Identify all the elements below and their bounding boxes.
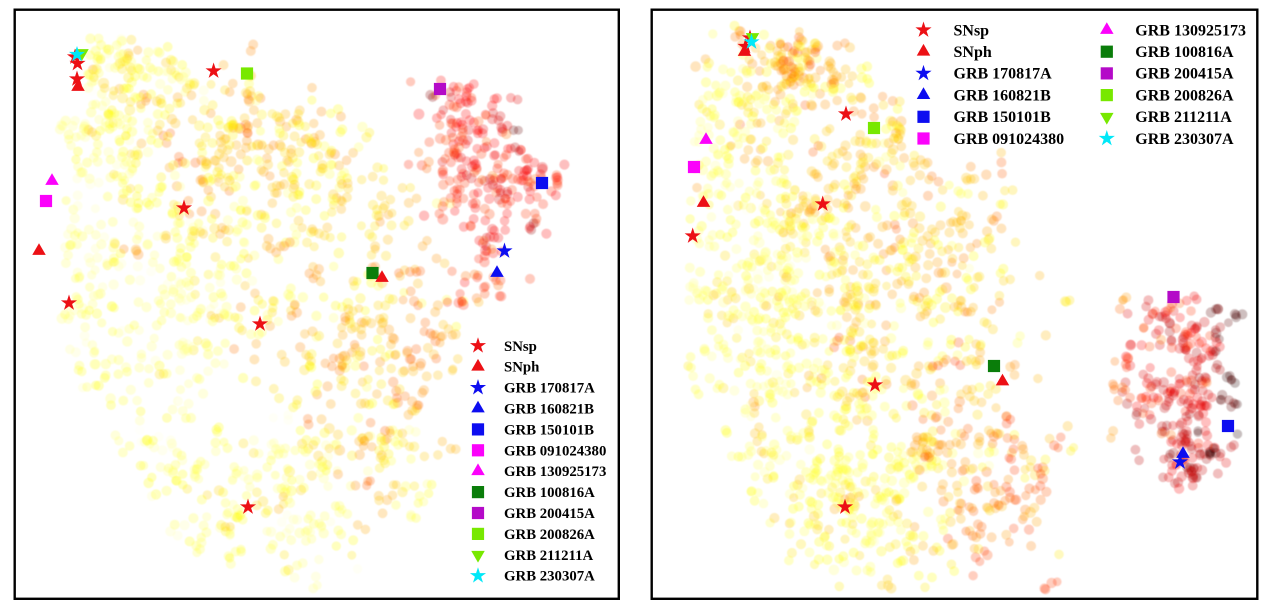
svg-text:GRB 130925173: GRB 130925173 [504,464,606,480]
svg-text:GRB 200826A: GRB 200826A [1135,87,1234,104]
svg-text:GRB 170817A: GRB 170817A [954,66,1053,83]
svg-text:GRB 230307A: GRB 230307A [1135,131,1234,148]
svg-text:GRB 150101B: GRB 150101B [954,109,1052,126]
svg-text:GRB 230307A: GRB 230307A [504,569,595,585]
svg-text:GRB 150101B: GRB 150101B [504,422,594,438]
svg-text:GRB 091024380: GRB 091024380 [504,443,606,459]
svg-text:GRB 160821B: GRB 160821B [504,402,594,418]
svg-text:GRB 200415A: GRB 200415A [504,506,595,522]
svg-text:GRB 100816A: GRB 100816A [504,485,595,501]
svg-text:GRB 130925173: GRB 130925173 [1135,22,1246,39]
svg-text:SNph: SNph [504,360,539,376]
svg-text:SNph: SNph [954,44,992,61]
svg-text:GRB 211211A: GRB 211211A [504,548,594,564]
svg-text:GRB 091024380: GRB 091024380 [954,131,1065,148]
svg-text:GRB 200415A: GRB 200415A [1135,66,1234,83]
svg-text:GRB 211211A: GRB 211211A [1135,109,1232,126]
svg-text:SNsp: SNsp [504,339,537,355]
svg-text:GRB 100816A: GRB 100816A [1135,44,1234,61]
svg-text:GRB 170817A: GRB 170817A [504,381,595,397]
svg-text:GRB 200826A: GRB 200826A [504,527,595,543]
svg-text:SNsp: SNsp [954,22,990,39]
svg-text:GRB 160821B: GRB 160821B [954,87,1052,104]
